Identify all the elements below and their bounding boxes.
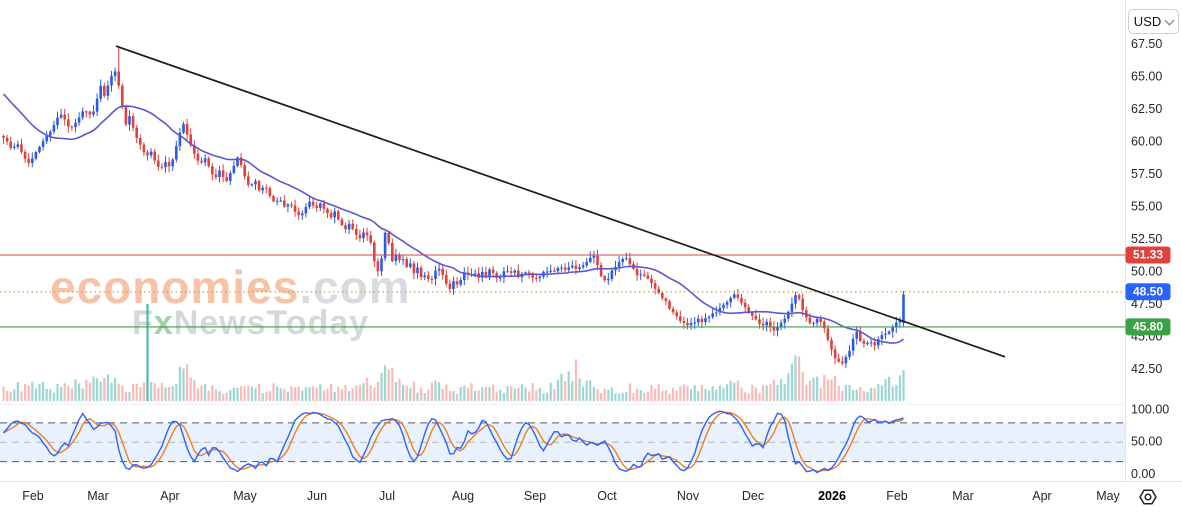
moving-average-line[interactable]	[2, 93, 904, 344]
time-axis-label[interactable]: Jul	[379, 489, 395, 503]
time-axis-label[interactable]: Apr	[1032, 489, 1051, 503]
price-badge-51.33: 51.33	[1125, 246, 1171, 264]
osc-tick-label: 50.00	[1131, 435, 1162, 449]
time-axis-label[interactable]: Feb	[886, 489, 908, 503]
axes: 67.50 65.00 62.50 60.00 57.50 55.00 52.50 50.00…	[0, 0, 1182, 503]
horizontal-levels[interactable]	[0, 254, 1125, 328]
price-tick-label: 62.50	[1131, 102, 1162, 116]
svg-text:48.50: 48.50	[1133, 284, 1163, 298]
time-axis-label[interactable]: 2026	[818, 489, 846, 503]
price-tick-label: 47.50	[1131, 297, 1162, 311]
time-axis-label[interactable]: Oct	[597, 489, 617, 503]
svg-text:45.80: 45.80	[1133, 320, 1163, 334]
time-axis-label[interactable]: Nov	[677, 489, 700, 503]
chevron-down-icon	[1164, 15, 1175, 25]
currency-label: USD	[1133, 14, 1162, 29]
svg-text:51.33: 51.33	[1133, 248, 1163, 262]
price-tick-label: 67.50	[1131, 37, 1162, 51]
hexagon-circle-icon[interactable]	[1137, 486, 1159, 508]
time-axis-label[interactable]: May	[233, 489, 257, 503]
time-axis-label[interactable]: Apr	[160, 489, 179, 503]
osc-tick-label: 0.00	[1131, 467, 1155, 481]
stochastic-pane[interactable]	[0, 410, 1125, 474]
time-axis-label[interactable]: Dec	[742, 489, 764, 503]
time-axis-label[interactable]: Aug	[452, 489, 474, 503]
time-axis-label[interactable]: Feb	[22, 489, 44, 503]
watermark: economies.com FxNewsToday	[50, 264, 411, 340]
price-tick-label: 52.50	[1131, 232, 1162, 246]
trendline[interactable]	[115, 45, 1006, 358]
price-tick-label: 57.50	[1131, 167, 1162, 181]
price-tick-label: 60.00	[1131, 135, 1162, 149]
price-tick-label: 50.00	[1131, 265, 1162, 279]
time-axis-label[interactable]: Mar	[87, 489, 109, 503]
time-axis-label[interactable]: Mar	[952, 489, 974, 503]
osc-tick-label: 100.00	[1131, 402, 1169, 416]
time-axis-label[interactable]: May	[1096, 489, 1120, 503]
volume-layer	[2, 304, 905, 401]
watermark-tagline: FxNewsToday	[132, 304, 370, 342]
price-tick-label: 55.00	[1131, 200, 1162, 214]
time-axis-label[interactable]: Sep	[524, 489, 546, 503]
price-tick-label: 65.00	[1131, 70, 1162, 84]
time-axis-label[interactable]: Jun	[307, 489, 327, 503]
watermark-brand: economies.com	[50, 261, 411, 313]
candles-layer	[2, 46, 905, 369]
price-badge-48.50: 48.50	[1125, 283, 1171, 301]
stoch-d-line	[3, 411, 904, 472]
price-badge-45.80: 45.80	[1125, 318, 1171, 336]
currency-dropdown[interactable]: USD	[1128, 9, 1179, 34]
price-tick-label: 42.50	[1131, 362, 1162, 376]
stoch-k-line	[2, 410, 904, 474]
